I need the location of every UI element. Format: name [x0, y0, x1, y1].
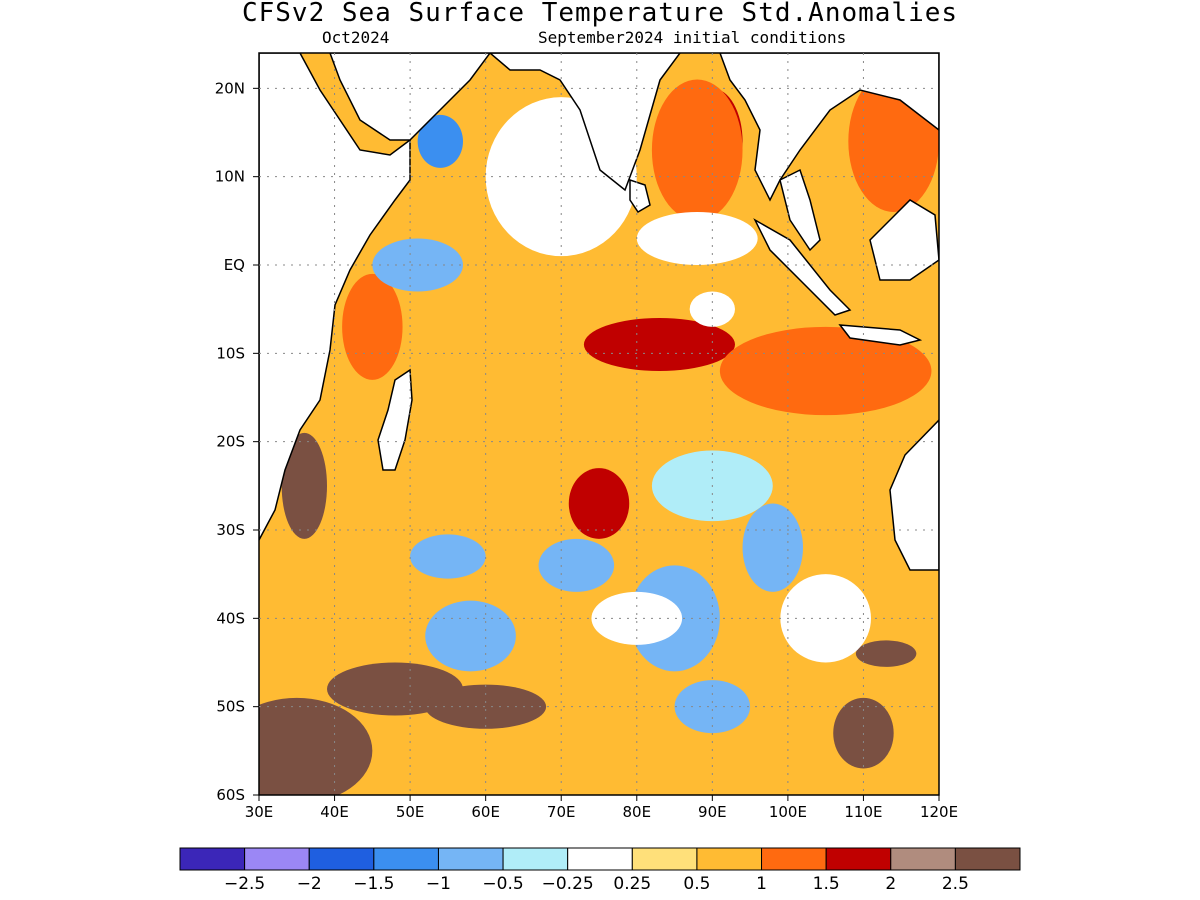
malay-peninsula: [779, 168, 821, 252]
colorbar-swatch: [308, 847, 375, 871]
colorbar-label: 0.5: [683, 874, 710, 894]
colorbar-label: 0.25: [613, 874, 651, 894]
colorbar-swatch: [631, 847, 698, 871]
anomaly-patch: [780, 574, 872, 663]
anomaly-patch: [568, 468, 630, 539]
colorbar-swatch: [437, 847, 504, 871]
anomaly-patch: [259, 697, 373, 795]
x-tick-label: 100E: [769, 803, 807, 821]
colorbar-label: 1: [756, 874, 767, 894]
land-masses: [259, 53, 939, 571]
anomaly-patch: [719, 326, 932, 416]
y-tick-label: 20N: [215, 79, 245, 97]
colorbar-swatch: [761, 847, 827, 871]
anomaly-patch: [538, 538, 615, 592]
colorbar-swatch: [696, 847, 763, 871]
anomaly-patch: [372, 238, 463, 292]
anomaly-patch: [410, 534, 486, 579]
colorbar-swatch: [825, 847, 892, 871]
anomaly-patch: [342, 273, 403, 380]
anomaly-patch: [742, 503, 803, 592]
sumatra: [753, 218, 852, 316]
y-tick-label: 20S: [216, 433, 245, 451]
x-tick-label: 110E: [844, 803, 882, 821]
colorbar: −2.5 −2 −1.5 −1 −0.5 −0.25 0.25 0.5 1 1.5 2 2.5: [179, 847, 1021, 894]
anomaly-patch: [425, 600, 516, 672]
colorbar-label: −0.5: [482, 874, 523, 894]
y-tick-label: 40S: [216, 609, 245, 627]
india: [488, 53, 681, 192]
colorbar-label: 2.5: [942, 874, 969, 894]
initial-conditions-label: September2024 initial conditions: [538, 28, 847, 47]
plot-frame: [258, 52, 940, 796]
colorbar-label: 2: [885, 874, 896, 894]
colorbar-swatch: [502, 847, 569, 871]
anomaly-patch: [281, 432, 328, 539]
forecast-month: Oct2024: [322, 28, 390, 47]
x-tick-label: 30E: [245, 803, 274, 821]
borneo: [869, 199, 939, 281]
colorbar-label: −2: [297, 874, 322, 894]
y-tick-label: 10S: [216, 344, 245, 362]
sri-lanka: [629, 178, 651, 214]
colorbar-swatch: [373, 847, 439, 871]
x-tick-label: 120E: [920, 803, 958, 821]
anomaly-patch: [425, 684, 547, 729]
x-tick-label: 90E: [698, 803, 727, 821]
x-tick-label: 50E: [396, 803, 425, 821]
y-tick-label: EQ: [224, 256, 245, 274]
anomaly-patch: [651, 79, 743, 221]
colorbar-swatch: [890, 847, 956, 871]
anomaly-patch: [583, 318, 735, 371]
latitude-axis: 20N 10N EQ 10S 20S 30S 40S 50S 60S: [215, 79, 259, 804]
x-tick-label: 60E: [471, 803, 500, 821]
gridlines: [259, 53, 939, 795]
y-tick-label: 10N: [215, 168, 245, 186]
x-tick-label: 70E: [547, 803, 576, 821]
madagascar: [377, 368, 413, 471]
southeast-asia: [719, 53, 939, 202]
colorbar-label: −2.5: [224, 874, 265, 894]
java: [838, 324, 923, 346]
y-tick-label: 30S: [216, 521, 245, 539]
x-tick-label: 40E: [320, 803, 349, 821]
colorbar-label: −1.5: [353, 874, 394, 894]
colorbar-swatch: [567, 847, 633, 871]
colorbar-swatch: [244, 847, 310, 871]
arabia-india: [329, 53, 491, 141]
anomaly-patch: [636, 212, 758, 265]
anomaly-patch: [855, 640, 917, 667]
longitude-axis: 30E 40E 50E 60E 70E 80E 90E 100E 110E 120E: [245, 795, 958, 821]
x-tick-label: 80E: [622, 803, 651, 821]
colorbar-label: −0.25: [542, 874, 594, 894]
africa-coast: [259, 53, 411, 541]
colorbar-label: −1: [426, 874, 451, 894]
anomaly-patch: [674, 680, 751, 734]
anomaly-patch: [417, 114, 464, 168]
colorbar-label: 1.5: [813, 874, 840, 894]
y-tick-label: 50S: [216, 698, 245, 716]
australia: [889, 418, 939, 571]
y-tick-label: 60S: [216, 786, 245, 804]
colorbar-swatch: [954, 847, 1021, 871]
map-title: CFSv2 Sea Surface Temperature Std.Anomal…: [241, 0, 959, 28]
colorbar-swatch: [179, 847, 246, 871]
